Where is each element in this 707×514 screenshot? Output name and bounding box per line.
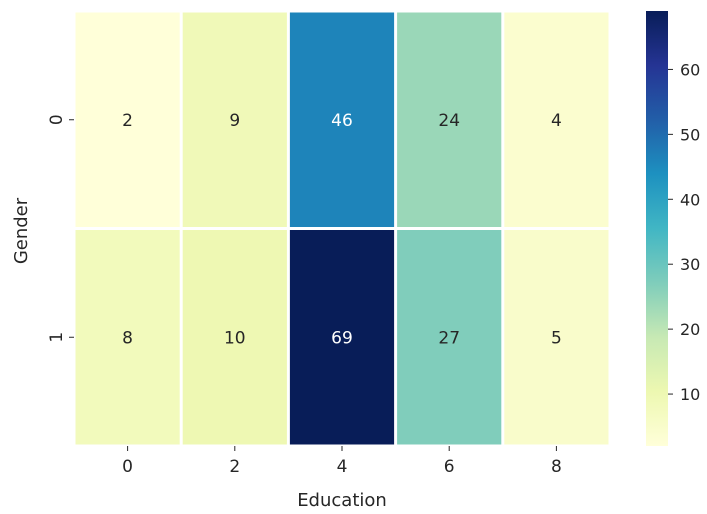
- colorbar-tick-label: 40: [680, 190, 700, 209]
- cell-value-label: 10: [224, 328, 246, 348]
- y-tick-label: 0: [47, 114, 67, 125]
- colorbar: 10 20 30 40 50 60: [646, 11, 700, 446]
- x-tick-label: 8: [551, 457, 562, 477]
- x-tick-label: 6: [444, 457, 455, 477]
- colorbar-tick-label: 50: [680, 125, 700, 144]
- x-axis-label: Education: [297, 490, 387, 510]
- y-tick-label: 1: [47, 332, 67, 343]
- cell-value-label: 4: [551, 111, 562, 131]
- x-tick-label: 0: [122, 457, 133, 477]
- colorbar-tick-label: 60: [680, 60, 700, 79]
- x-tick-label: 4: [337, 457, 348, 477]
- x-tick-label: 2: [229, 457, 240, 477]
- colorbar-tick-label: 20: [680, 320, 700, 339]
- colorbar-tick-label: 30: [680, 255, 700, 274]
- cell-value-label: 2: [122, 111, 133, 131]
- cell-value-label: 9: [229, 111, 240, 131]
- cell-value-label: 27: [438, 328, 460, 348]
- cell-value-label: 5: [551, 328, 562, 348]
- cell-value-label: 46: [331, 111, 353, 131]
- colorbar-scale: [646, 11, 668, 446]
- y-axis-label: Gender: [11, 197, 32, 264]
- cell-value-label: 24: [438, 111, 460, 131]
- colorbar-tick-label: 10: [680, 385, 700, 404]
- cell-value-label: 8: [122, 328, 133, 348]
- x-axis-ticks: 0 2 4 6 8: [122, 446, 562, 477]
- y-axis-ticks: 01: [47, 114, 74, 342]
- heatmap-cells: 2 9 46 24 4 8 10 69 27 5: [76, 13, 609, 445]
- cell-value-label: 69: [331, 328, 353, 348]
